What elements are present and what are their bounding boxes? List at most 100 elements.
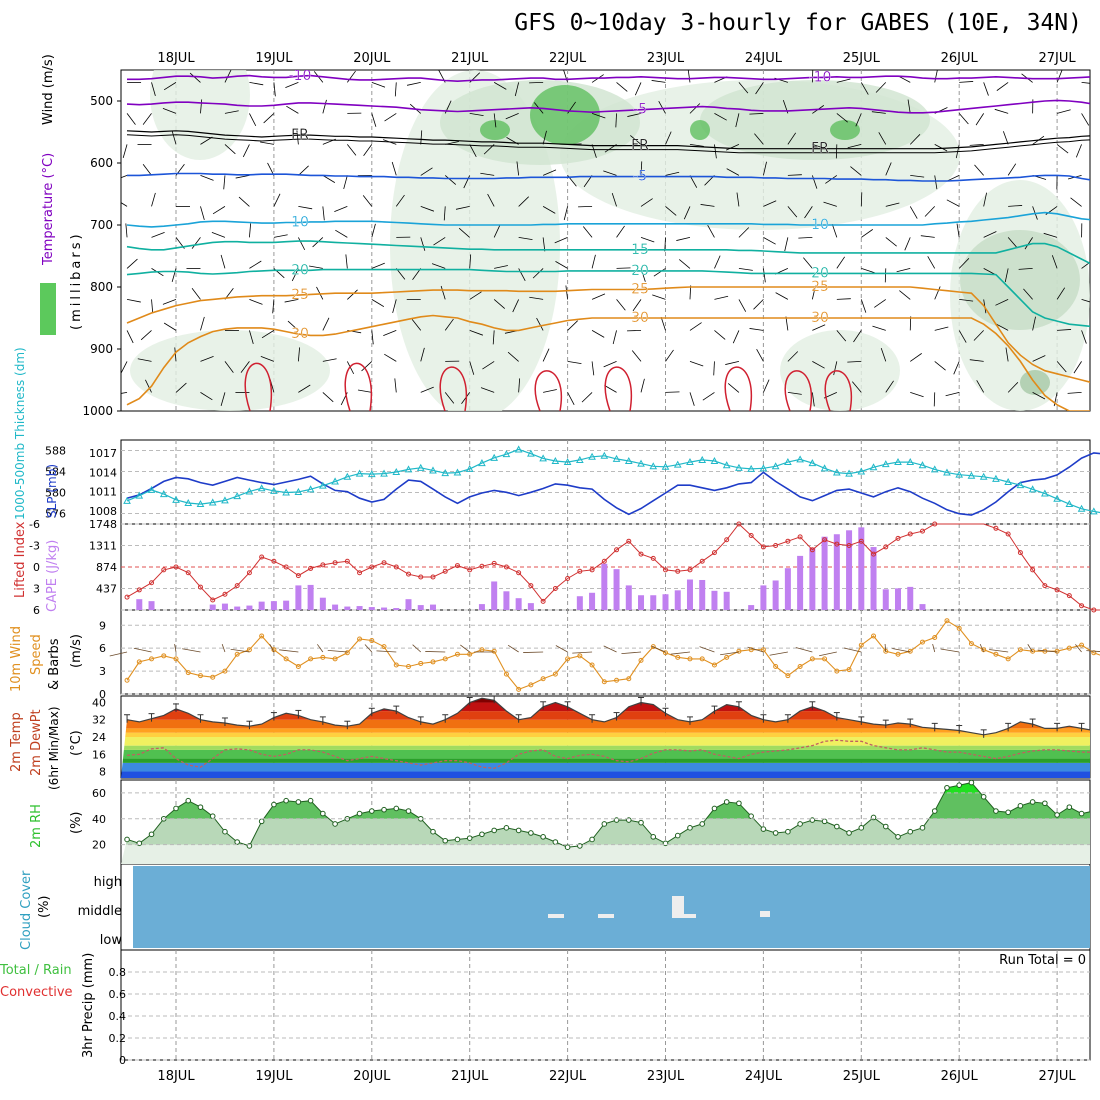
li-point <box>271 558 277 564</box>
ytick-label-thickness-584: 584 <box>45 466 66 479</box>
cape-bar <box>491 581 498 610</box>
date-label-top-27JUL: 27JUL <box>1039 51 1077 66</box>
thickness-point <box>747 464 756 472</box>
wind-barb <box>371 330 374 345</box>
thickness-point <box>1004 477 1012 485</box>
wind-barb <box>420 167 433 176</box>
wind-barb <box>798 237 813 239</box>
rh-point <box>1005 809 1011 816</box>
wind-barb <box>224 110 239 114</box>
ytick-label-slp-1011: 1011 <box>89 486 117 499</box>
wind-barb <box>785 316 789 331</box>
rh-point <box>283 797 289 804</box>
wind-point <box>565 656 571 662</box>
wind-barb <box>1092 143 1100 144</box>
rh-point <box>834 823 840 830</box>
wind-barb <box>238 196 250 207</box>
wind-barb <box>787 392 802 395</box>
wind-barb <box>850 166 862 176</box>
cape-bar <box>784 568 791 610</box>
cape-bar <box>907 586 914 610</box>
wind-barb <box>542 237 546 252</box>
rh-point <box>821 818 828 825</box>
thickness-point <box>539 454 547 462</box>
wind-barb <box>443 206 446 221</box>
thickness-point <box>355 469 364 477</box>
cloud-patch-4 <box>760 911 770 917</box>
wind-barb <box>1073 361 1082 374</box>
wind-barb <box>689 144 704 147</box>
cape-bar <box>295 585 302 610</box>
thickness-point <box>869 463 878 471</box>
wind-barb <box>860 299 867 313</box>
cloud-patch-3 <box>672 914 696 918</box>
cape-bar <box>833 534 840 610</box>
li-point <box>895 535 901 541</box>
cape-bar <box>332 604 339 610</box>
wind-point <box>834 668 840 674</box>
wind-barb <box>1056 287 1066 300</box>
rh-point <box>956 782 963 788</box>
rh-point <box>332 821 338 827</box>
ytick-label-upper-air-900: 900 <box>90 342 113 356</box>
wind-point <box>736 648 742 654</box>
rh-point <box>564 844 571 851</box>
wind-point <box>491 648 497 654</box>
wind-point <box>589 662 595 668</box>
rh-point <box>662 840 669 847</box>
wind-barb <box>787 351 799 362</box>
thickness-point <box>429 466 437 474</box>
li-point <box>1066 593 1072 599</box>
wind-barb <box>469 113 484 116</box>
wind-barb <box>567 361 582 364</box>
contour-30-loop-3 <box>534 370 563 411</box>
wind-barb <box>362 195 373 207</box>
wind-barb <box>627 113 642 117</box>
ytick-label-wind-3: 3 <box>99 665 106 678</box>
wind-barb <box>1043 232 1058 238</box>
temp-band-3 <box>121 749 1090 759</box>
wind-barb <box>285 82 299 89</box>
wind-barb <box>223 175 226 190</box>
wind-barb <box>1032 392 1046 400</box>
thickness-point <box>673 460 682 468</box>
rh-point <box>674 832 681 839</box>
wind-barb <box>267 162 275 176</box>
wind-barb <box>763 200 777 207</box>
wind-point <box>161 653 167 659</box>
wind-barb <box>1007 382 1019 393</box>
wind-barb <box>308 265 323 269</box>
wind-point <box>369 638 375 644</box>
contour-line-fr2 <box>126 134 1090 154</box>
thickness-point <box>832 468 841 476</box>
wind-point <box>944 618 950 624</box>
wind-barb <box>1002 131 1009 145</box>
wind-point <box>663 650 668 656</box>
wind-barb-10m <box>769 651 788 656</box>
cape-bar <box>246 605 253 610</box>
li-point <box>344 558 350 564</box>
cloud-patch-2 <box>672 896 684 918</box>
wind-barb <box>611 192 617 207</box>
wind-barb <box>518 378 521 393</box>
wind-barb <box>910 353 922 362</box>
wind-barb <box>632 299 642 312</box>
wind-barb <box>542 206 556 214</box>
wind-barb <box>469 330 483 336</box>
li-point <box>846 543 852 548</box>
wind-barb <box>1075 144 1082 158</box>
cape-bar <box>870 547 877 610</box>
thickness-point <box>930 465 939 473</box>
ytick-label-thickness-588: 588 <box>45 445 66 458</box>
wind-point <box>748 647 754 653</box>
wind-barb <box>174 347 177 362</box>
wind-barb <box>983 82 989 96</box>
wind-barb <box>640 198 653 207</box>
wind-barb <box>1024 237 1033 250</box>
contour-30-loop-1 <box>344 362 373 411</box>
thickness-point <box>502 450 511 458</box>
rh-point <box>515 827 522 834</box>
contour-label: FR <box>811 141 829 157</box>
wind-barb-10m <box>989 649 1009 653</box>
contour-label: 20 <box>291 262 309 278</box>
